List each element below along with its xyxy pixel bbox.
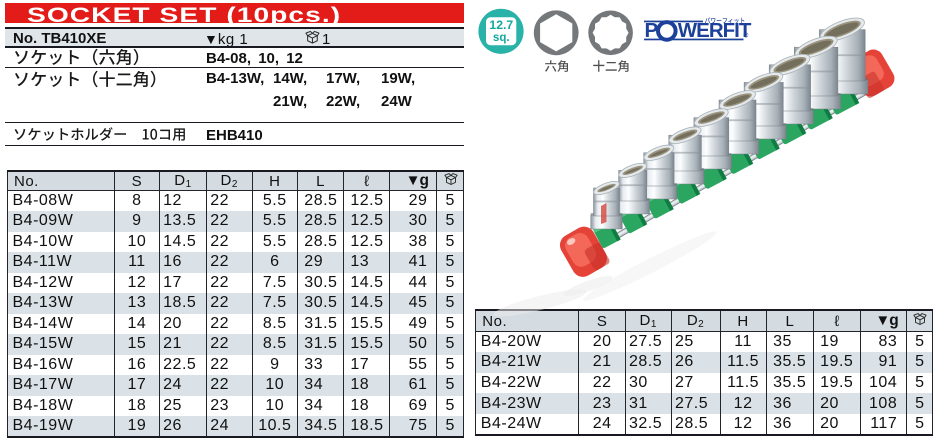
svg-text:P: P [645, 19, 658, 42]
svg-text:WERFIT: WERFIT [678, 19, 752, 42]
svg-text:®: ® [744, 32, 749, 40]
svg-text:12.7: 12.7 [489, 18, 513, 32]
svg-text:sq.: sq. [493, 31, 510, 44]
